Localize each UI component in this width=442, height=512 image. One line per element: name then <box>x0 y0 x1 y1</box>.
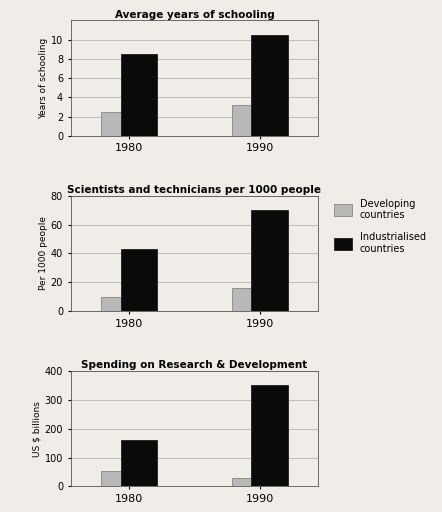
Title: Average years of schooling: Average years of schooling <box>114 10 274 19</box>
Title: Spending on Research & Development: Spending on Research & Development <box>81 360 308 370</box>
Bar <box>101 296 138 311</box>
Bar <box>101 471 138 486</box>
Legend: Developing
countries, Industrialised
countries: Developing countries, Industrialised cou… <box>331 195 430 258</box>
Bar <box>121 440 157 486</box>
Bar <box>232 478 268 486</box>
Bar <box>232 288 268 311</box>
Bar <box>232 105 268 136</box>
Y-axis label: Years of schooling: Years of schooling <box>39 37 48 119</box>
Y-axis label: US $ billions: US $ billions <box>33 401 42 457</box>
Bar <box>251 386 288 486</box>
Bar <box>251 210 288 311</box>
Bar <box>121 249 157 311</box>
Title: Scientists and technicians per 1000 people: Scientists and technicians per 1000 peop… <box>68 185 321 195</box>
Bar <box>251 35 288 136</box>
Y-axis label: Per 1000 people: Per 1000 people <box>39 217 48 290</box>
Bar <box>121 54 157 136</box>
Bar <box>101 112 138 136</box>
